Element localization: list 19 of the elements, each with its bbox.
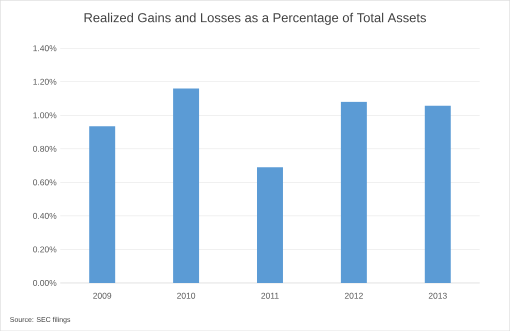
y-tick-label: 0.60% [33,179,56,186]
y-tick-label: 0.20% [33,246,56,252]
bar [424,106,451,283]
x-tick-label: 2010 [177,292,196,299]
y-tick-label: 1.00% [33,112,56,118]
x-tick-label: 2009 [93,292,112,299]
x-tick-label: 2012 [344,292,363,299]
y-tick-label: 0.00% [33,280,56,286]
x-tick-label: 2013 [428,292,447,299]
chart-title: Realized Gains and Losses as a Percentage of Total Assets [84,12,426,25]
bar [89,126,116,283]
bar [340,102,367,283]
x-tick-label: 2011 [261,292,279,299]
y-tick-label: 0.80% [33,146,56,152]
y-tick-label: 1.40% [33,45,56,52]
y-tick-label: 0.40% [33,212,56,219]
bar [257,167,283,283]
y-tick-label: 1.20% [33,78,56,85]
bar [173,88,200,283]
